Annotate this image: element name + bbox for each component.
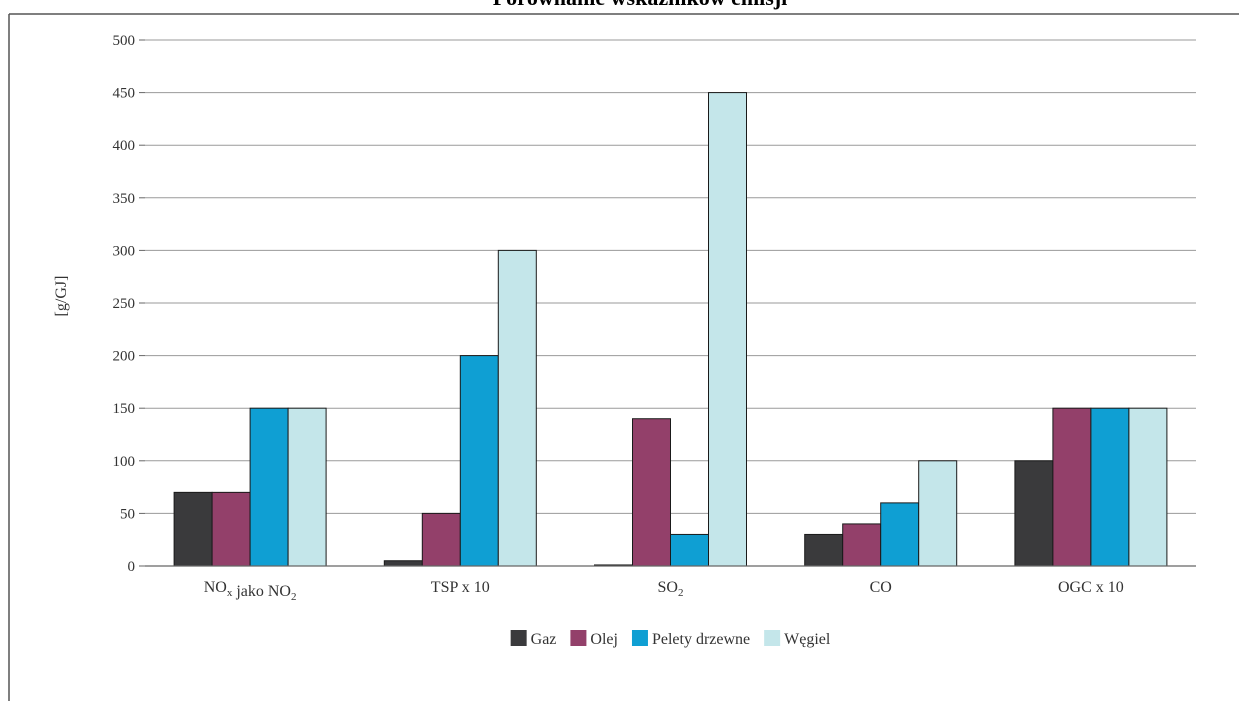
bar-gaz-1 xyxy=(383,560,423,567)
bar-olej-3 xyxy=(842,523,882,567)
y-tick-label: 450 xyxy=(113,86,136,102)
bar-w-giel-2 xyxy=(708,92,747,567)
x-tick-labels: NOx jako NO2 TSP x 10 SO2 CO OGC x 10 xyxy=(204,579,1124,603)
bar-gaz-0 xyxy=(173,491,213,567)
bar-pelety-drzewne-2 xyxy=(670,533,709,567)
bars xyxy=(173,92,1168,567)
legend-swatch xyxy=(510,630,527,646)
bar-pelety-drzewne-0 xyxy=(249,407,289,567)
legend-item: Pelety drzewne xyxy=(631,630,750,648)
bar-w-giel-4 xyxy=(1128,407,1168,567)
x-tick-label: CO xyxy=(870,579,892,596)
y-tick-label: 150 xyxy=(113,401,136,417)
bar-w-giel-0 xyxy=(287,407,327,567)
legend-item: Olej xyxy=(570,630,618,648)
legend-label: Gaz xyxy=(531,631,557,648)
y-tick-labels: 0 50 100 150 200 250 300 350 400 450 500 xyxy=(113,33,136,575)
bar-gaz-3 xyxy=(804,533,844,567)
y-tick-label: 300 xyxy=(113,243,136,259)
legend-swatch xyxy=(764,630,781,646)
legend-label: Węgiel xyxy=(784,631,831,648)
legend-item: Gaz xyxy=(510,630,557,648)
legend-item: Węgiel xyxy=(764,630,831,648)
y-tick-label: 200 xyxy=(113,349,136,365)
legend-swatch xyxy=(631,630,648,646)
y-tick-label: 350 xyxy=(113,191,136,207)
bar-olej-4 xyxy=(1052,407,1092,567)
bar-w-giel-1 xyxy=(497,249,537,567)
bar-olej-2 xyxy=(632,418,671,567)
legend: Gaz Olej Pelety drzewne Węgiel xyxy=(510,630,831,648)
bar-pelety-drzewne-4 xyxy=(1090,407,1130,567)
y-tick-label: 0 xyxy=(128,559,136,575)
legend-swatch xyxy=(570,630,587,646)
bar-gaz-4 xyxy=(1014,460,1054,567)
y-tick-label: 400 xyxy=(113,138,136,154)
bar-olej-0 xyxy=(211,491,251,567)
bar-olej-1 xyxy=(421,512,461,567)
y-tick-label: 500 xyxy=(113,33,136,49)
legend-label: Olej xyxy=(590,631,618,648)
x-tick-label: TSP x 10 xyxy=(431,579,490,596)
bar-pelety-drzewne-3 xyxy=(880,502,920,567)
legend-label: Pelety drzewne xyxy=(652,631,750,648)
x-tick-label: OGC x 10 xyxy=(1058,579,1124,596)
y-tick-label: 250 xyxy=(113,296,136,312)
y-tick-label: 50 xyxy=(120,506,135,522)
y-axis-label: [g/GJ] xyxy=(53,276,70,317)
chart-title: Porównanie wskaźników emisji xyxy=(493,0,788,10)
y-tick-label: 100 xyxy=(113,454,136,470)
bar-pelety-drzewne-1 xyxy=(459,355,499,567)
bar-w-giel-3 xyxy=(918,460,958,567)
x-tick-label: SO2 xyxy=(658,579,684,599)
x-tick-label: NOx jako NO2 xyxy=(204,579,297,603)
